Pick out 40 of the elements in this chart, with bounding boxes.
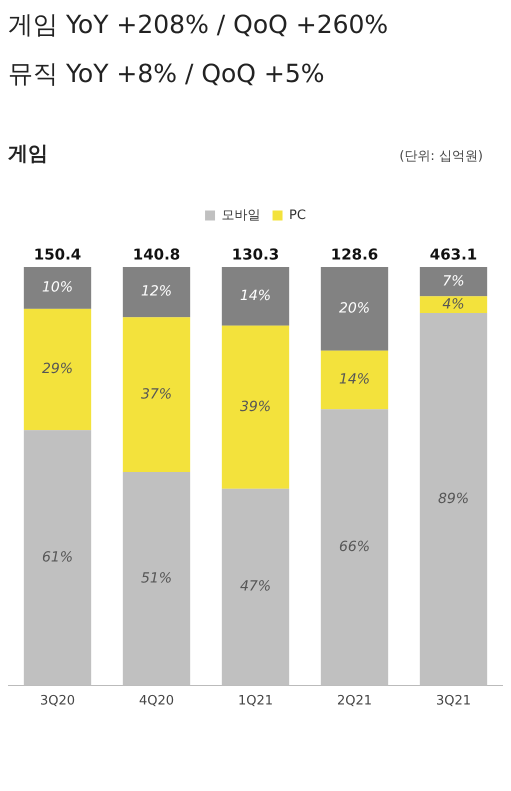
bar — [320, 267, 388, 351]
annotation: 130.3 — [232, 245, 280, 264]
bar — [320, 350, 388, 410]
data-label: 29% — [42, 361, 74, 378]
annotation: 128.6 — [330, 245, 378, 264]
data-label: 47% — [240, 578, 272, 595]
text: (단위: 십억원) — [399, 148, 483, 165]
data-label: 66% — [338, 538, 370, 555]
x-tick-label: 3Q21 — [436, 694, 472, 709]
legend-label: 모바일 — [222, 208, 261, 223]
annotation: 463.1 — [430, 245, 478, 264]
data-label: 7% — [442, 273, 465, 290]
data-label: 37% — [140, 386, 172, 402]
data-label: 14% — [338, 372, 370, 388]
data-label: 4% — [442, 296, 465, 312]
data-label: 39% — [240, 398, 272, 415]
x-tick-label: 3Q20 — [40, 694, 76, 709]
data-label: 51% — [140, 570, 172, 586]
annotation: 140.8 — [132, 245, 180, 264]
bar — [24, 267, 92, 309]
bar — [420, 267, 488, 296]
data-label: 20% — [338, 300, 370, 316]
chart-subtitle: 뮤직 YoY +8% / QoQ +5% — [8, 58, 326, 90]
data-label: 12% — [140, 284, 172, 300]
annotation: 150.4 — [34, 245, 82, 264]
x-tick-label: 1Q21 — [238, 694, 274, 709]
x-tick-label: 4Q20 — [138, 694, 174, 709]
data-label: 10% — [42, 280, 74, 296]
data-label: 61% — [42, 549, 74, 566]
bar — [122, 317, 190, 472]
chart-title: 게임 YoY +208% / QoQ +260% — [8, 9, 390, 41]
x-tick-label: 2Q21 — [336, 694, 372, 709]
bar — [222, 267, 290, 326]
legend-label: PC — [289, 208, 306, 223]
bar — [24, 308, 92, 430]
data-label: 89% — [438, 490, 470, 507]
data-label: 14% — [240, 288, 272, 304]
text: 게임 — [8, 140, 48, 167]
bar — [222, 326, 290, 489]
bar — [122, 267, 190, 318]
